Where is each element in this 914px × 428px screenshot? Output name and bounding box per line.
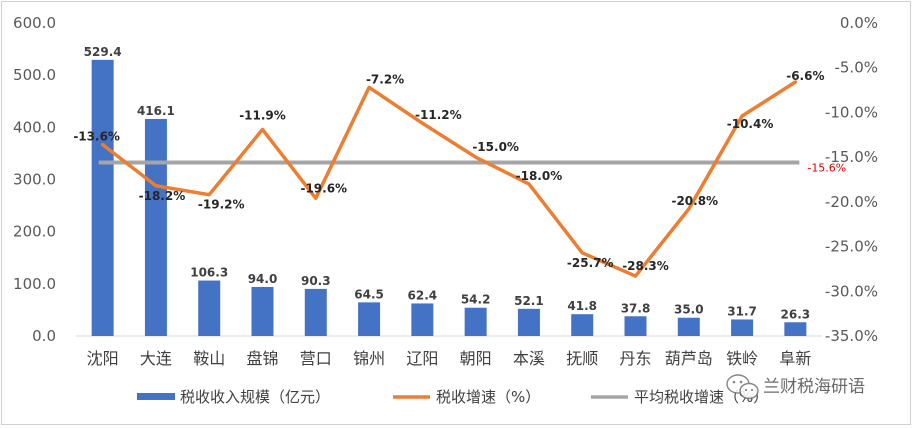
bar [571, 314, 594, 336]
bar [251, 286, 274, 336]
bar [144, 118, 167, 336]
growth-data-label: -18.0% [516, 169, 563, 183]
wechat-icon [726, 374, 759, 400]
y-right-tick-label: -35.0% [825, 327, 878, 345]
bar-data-label: 529.4 [84, 45, 122, 59]
growth-data-label: -18.2% [139, 189, 186, 203]
bar [464, 307, 487, 336]
y-left-tick-label: 600.0 [13, 14, 56, 32]
bar-data-label: 90.3 [301, 274, 331, 288]
category-label: 盘锦 [246, 349, 278, 368]
category-label: 营口 [300, 349, 332, 368]
bar [784, 322, 807, 336]
y-right-tick-label: -10.0% [825, 103, 878, 121]
bar-data-label: 41.8 [567, 299, 597, 313]
growth-data-label: -28.3% [622, 259, 669, 273]
growth-data-label: -13.6% [73, 130, 120, 144]
growth-data-label: -6.6% [786, 69, 824, 83]
growth-data-label: -7.2% [366, 72, 404, 86]
category-label: 大连 [140, 349, 172, 368]
bar-data-label: 37.8 [621, 301, 651, 315]
category-label: 本溪 [513, 349, 545, 368]
y-right-tick-label: -25.0% [825, 238, 878, 256]
category-label: 铁岭 [726, 349, 758, 368]
legend-label-revenue: 税收收入规模（亿元） [180, 388, 330, 406]
category-label: 辽阳 [406, 349, 438, 368]
bar [91, 59, 114, 337]
growth-data-label: -25.7% [567, 256, 614, 270]
bar [198, 280, 221, 336]
category-label: 葫芦岛 [665, 349, 713, 368]
y-left-tick-label: 100.0 [13, 275, 56, 293]
y-right-tick-label: -20.0% [825, 193, 878, 211]
bar-data-label: 416.1 [137, 104, 175, 118]
growth-data-label: -20.8% [671, 194, 718, 208]
bar [677, 317, 700, 336]
y-right-tick-label: -5.0% [834, 59, 878, 77]
bar-data-label: 62.4 [408, 288, 438, 302]
watermark-text: 兰财税海研语 [763, 377, 865, 397]
bar-data-label: 54.2 [461, 293, 491, 307]
bar-data-label: 106.3 [190, 266, 228, 280]
bar [624, 316, 647, 336]
y-right-tick-label: 0.0% [840, 14, 878, 32]
y-right-tick-label: -30.0% [825, 282, 878, 300]
category-label: 抚顺 [566, 349, 598, 368]
bar-data-label: 31.7 [727, 304, 757, 318]
bar-data-label: 26.3 [781, 307, 811, 321]
legend: 税收收入规模（亿元） 税收增速（%） 平均税收增速（%） [137, 388, 768, 406]
bar [358, 302, 381, 336]
growth-data-label: -19.2% [198, 198, 245, 212]
category-label: 朝阳 [460, 349, 492, 368]
growth-data-label: -19.6% [300, 181, 347, 195]
category-label: 阜新 [779, 349, 811, 368]
y-right-tick-label: -15.0% [825, 148, 878, 166]
bar-data-label: 94.0 [248, 272, 278, 286]
growth-data-label: -11.2% [415, 108, 462, 122]
growth-data-label: -11.9% [239, 108, 286, 122]
bar [304, 288, 327, 336]
y-left-tick-label: 200.0 [13, 223, 56, 241]
category-label: 鞍山 [193, 349, 225, 368]
legend-swatch-revenue [137, 393, 175, 400]
bar [411, 303, 434, 336]
bar [731, 319, 754, 336]
y-left-tick-label: 400.0 [13, 118, 56, 136]
watermark: 兰财税海研语 [726, 374, 865, 400]
category-label: 锦州 [353, 349, 385, 368]
bar-data-label: 35.0 [674, 303, 704, 317]
growth-data-label: -15.0% [472, 140, 519, 154]
growth-line [100, 80, 798, 278]
category-label: 沈阳 [87, 349, 119, 368]
bar-data-label: 64.5 [354, 287, 384, 301]
y-left-tick-label: 300.0 [13, 171, 56, 189]
growth-data-label: -10.4% [727, 117, 774, 131]
bar [517, 308, 540, 336]
category-label: 丹东 [619, 349, 651, 368]
y-left-tick-label: 0.0 [32, 327, 56, 345]
y-left-tick-label: 500.0 [13, 66, 56, 84]
legend-label-growth: 税收增速（%） [436, 388, 540, 406]
average-growth-label: -15.6% [807, 162, 846, 175]
bar-data-label: 52.1 [514, 294, 544, 308]
